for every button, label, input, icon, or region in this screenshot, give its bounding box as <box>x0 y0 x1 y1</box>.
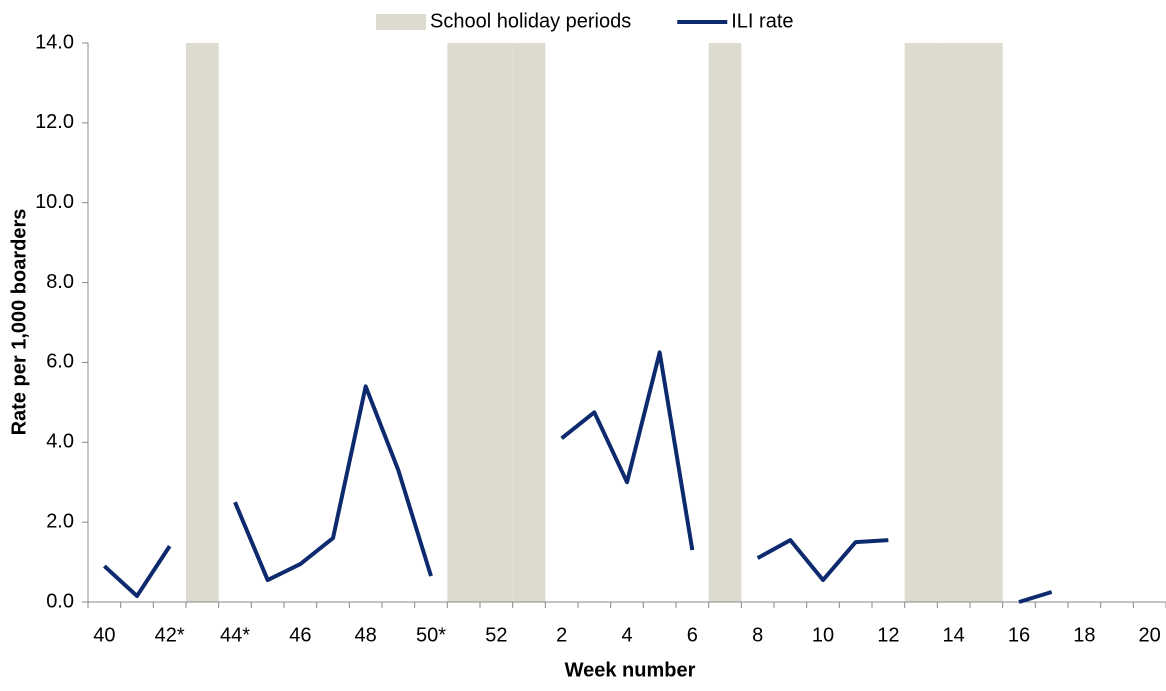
ili-line <box>1018 590 1053 604</box>
holiday-bar <box>447 43 480 602</box>
holiday-bar <box>186 43 219 602</box>
x-tick-label: 52 <box>485 624 507 646</box>
holiday-bar <box>480 43 513 602</box>
legend-label: ILI rate <box>731 10 793 32</box>
ili-line <box>756 538 889 583</box>
x-tick-label: 18 <box>1073 624 1095 646</box>
y-tick-label: 2.0 <box>46 510 74 532</box>
y-tick-label: 12.0 <box>35 111 74 133</box>
x-tick-label: 40 <box>93 624 115 646</box>
holiday-bar <box>937 43 970 602</box>
x-tick-label: 46 <box>289 624 311 646</box>
x-tick-label: 50* <box>416 624 446 646</box>
x-tick-label: 10 <box>812 624 834 646</box>
x-tick-label: 6 <box>687 624 698 646</box>
x-tick-label: 2 <box>556 624 567 646</box>
x-tick-label: 42* <box>155 624 185 646</box>
holiday-bar <box>970 43 1003 602</box>
holiday-bar <box>708 43 742 602</box>
y-tick-label: 8.0 <box>46 271 74 293</box>
legend-swatch <box>376 14 426 30</box>
x-tick-label: 14 <box>943 624 965 646</box>
x-tick-label: 44* <box>220 624 250 646</box>
ili-line <box>233 384 433 583</box>
holiday-bar <box>904 43 938 602</box>
y-tick-label: 6.0 <box>46 351 74 373</box>
x-tick-label: 12 <box>877 624 899 646</box>
y-tick-label: 0.0 <box>46 590 74 612</box>
x-axis-title: Week number <box>565 659 696 681</box>
x-tick-label: 4 <box>621 624 632 646</box>
x-tick-label: 48 <box>355 624 377 646</box>
x-tick-label: 20 <box>1139 624 1161 646</box>
y-axis-title: Rate per 1,000 boarders <box>8 209 30 436</box>
holiday-bar <box>512 43 546 602</box>
x-tick-label: 8 <box>752 624 763 646</box>
y-tick-label: 14.0 <box>35 31 74 53</box>
ili-line <box>102 545 172 599</box>
y-tick-label: 10.0 <box>35 191 74 213</box>
ili-line <box>560 350 695 551</box>
x-tick-label: 16 <box>1008 624 1030 646</box>
y-tick-label: 4.0 <box>46 431 74 453</box>
legend-label: School holiday periods <box>430 10 631 32</box>
